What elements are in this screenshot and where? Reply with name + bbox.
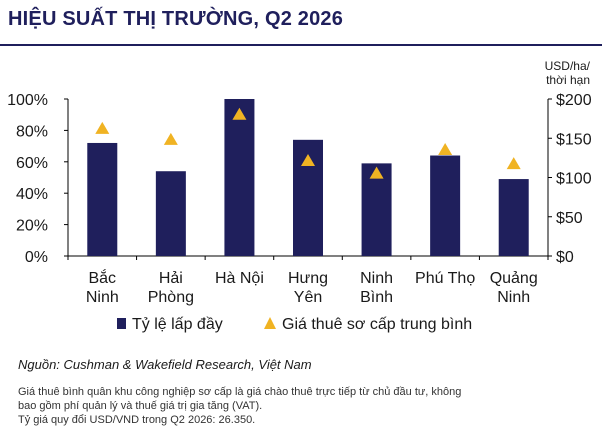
y-right-tick-label: $200 — [556, 92, 592, 109]
y-right-tick-label: $150 — [556, 131, 592, 148]
x-category-label: Yên — [294, 289, 322, 306]
y-right-tick-label: $0 — [556, 249, 574, 266]
x-category-label: Hà Nội — [215, 270, 264, 287]
y-left-tick-label: 80% — [16, 123, 48, 140]
y-left-tick-label: 40% — [16, 186, 48, 203]
rent-marker-triangle — [232, 107, 247, 120]
legend-swatch-triangle — [264, 317, 276, 329]
rent-marker-triangle — [163, 132, 178, 145]
y-right-axis-label: USD/ha/ — [545, 59, 591, 73]
x-category-label: Ninh — [360, 270, 393, 287]
rent-marker-triangle — [369, 166, 384, 179]
x-category-label: Quảng — [490, 270, 538, 287]
y-left-tick-label: 100% — [7, 92, 48, 109]
bar — [361, 163, 392, 256]
y-left-tick-label: 60% — [16, 155, 48, 172]
y-right-axis-label: thời hạn — [546, 73, 590, 87]
rent-marker-triangle — [301, 154, 315, 167]
bar — [87, 142, 118, 256]
page-title: HIỆU SUẤT THỊ TRƯỜNG, Q2 2026 — [8, 8, 344, 30]
x-category-label: Phòng — [148, 289, 194, 306]
x-category-label: Ninh — [86, 289, 119, 306]
legend-swatch-bar — [117, 318, 126, 329]
bar — [224, 99, 255, 256]
legend-label-occupancy: Tỷ lệ lấp đầy — [132, 316, 223, 333]
x-category-label: Hải — [159, 270, 183, 287]
legend-label-rent: Giá thuê sơ cấp trung bình — [282, 316, 472, 333]
rent-marker-triangle — [95, 121, 110, 134]
bar — [430, 155, 461, 256]
title-divider — [0, 44, 602, 46]
bar — [155, 171, 186, 256]
x-category-label: Bắc — [88, 268, 116, 287]
y-left-tick-label: 20% — [16, 218, 48, 235]
x-category-label: Bình — [360, 289, 393, 306]
footnote-line-3: Tỷ giá quy đổi USD/VND trong Q2 2026: 26… — [18, 414, 256, 426]
footnote-line-2: bao gồm phí quản lý và thuế giá trị gia … — [18, 400, 263, 412]
rent-marker-triangle — [438, 143, 453, 156]
source-note: Nguồn: Cushman & Wakefield Research, Việ… — [18, 357, 312, 372]
x-category-label: Hưng — [288, 270, 328, 287]
y-right-tick-label: $100 — [556, 171, 592, 188]
x-category-label: Ninh — [497, 289, 530, 306]
x-category-label: Phú Thọ — [415, 270, 475, 287]
y-left-tick-label: 0% — [25, 249, 48, 266]
market-performance-chart: 0% 20% 40% 60% 80% 100% $0 $50 $100 $150 $200 USD/h… — [7, 59, 592, 333]
y-right-tick-label: $50 — [556, 210, 583, 227]
footnote-line-1: Giá thuê bình quân khu công nghiệp sơ cấ… — [18, 386, 462, 398]
rent-marker-triangle — [506, 157, 521, 170]
bar — [498, 179, 529, 256]
